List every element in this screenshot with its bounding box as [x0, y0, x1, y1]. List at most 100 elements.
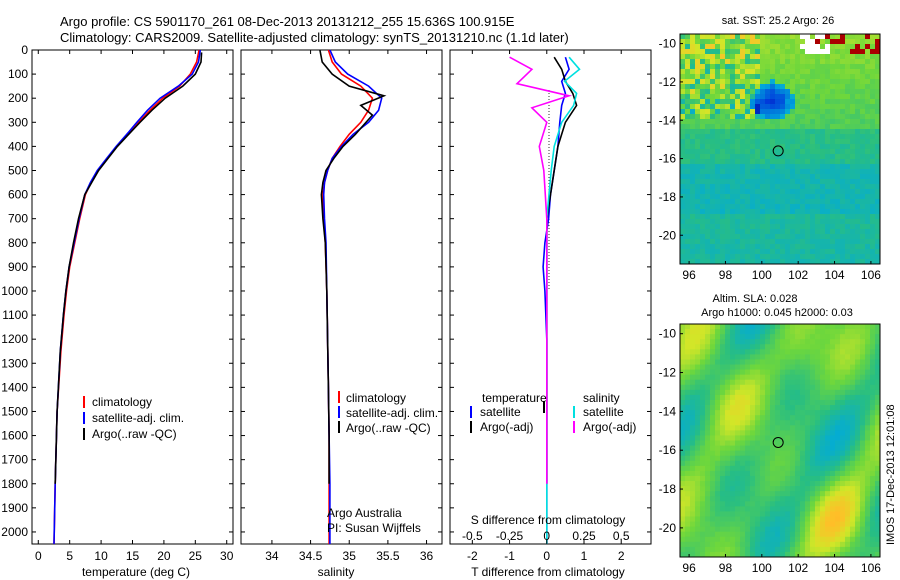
legend-temp-satellite: satellite: [480, 405, 521, 419]
temperature-legend: climatology satellite-adj. clim. Argo(..…: [83, 395, 184, 441]
legend-argo: Argo(..raw -QC): [346, 421, 431, 435]
map-y-tick-label: -18: [659, 190, 677, 204]
map-x-tick-label: 98: [719, 268, 733, 282]
legend-salinity-heading: salinity: [583, 391, 620, 405]
y-tick-label: 1100: [2, 308, 28, 322]
legend-sal-argo: Argo(-adj): [583, 420, 636, 434]
top-x-tick-label: -0.5: [462, 529, 483, 543]
x-tick-label: 35: [343, 549, 357, 563]
y-tick-label: 100: [8, 67, 28, 81]
header-line1: Argo profile: CS 5901170_261 08-Dec-2013…: [60, 14, 515, 29]
map-x-tick-label: 102: [788, 561, 808, 575]
y-tick-label: 1900: [1, 501, 28, 515]
legend-satellite-adj: satellite-adj. clim.: [92, 411, 184, 425]
difference-legend: temperature salinity satellite Argo(-adj…: [470, 391, 636, 434]
y-tick-label: 2000: [1, 525, 28, 539]
side-stamp: IMOS 17-Dec-2013 12:01:08: [885, 404, 897, 545]
sst-map-image: [680, 34, 880, 264]
x-tick-label: 36: [420, 549, 434, 563]
legend-temperature-heading: temperature: [482, 391, 547, 405]
y-tick-label: 1200: [1, 332, 28, 346]
y-tick-label: 1500: [1, 404, 28, 418]
series-line: [54, 52, 203, 484]
y-tick-label: 800: [8, 236, 28, 250]
legend-climatology: climatology: [346, 391, 406, 405]
y-tick-label: 1800: [1, 477, 28, 491]
y-tick-label: 700: [8, 212, 28, 226]
x-tick-label: 2: [618, 549, 625, 563]
x-tick-label: 30: [220, 549, 234, 563]
y-tick-label: 400: [8, 139, 28, 153]
credit-line2: PI: Susan Wijffels: [327, 521, 421, 535]
sst-map-title: sat. SST: 25.2 Argo: 26: [722, 15, 835, 27]
series-line: [319, 49, 387, 484]
map-y-tick-label: -20: [659, 228, 677, 242]
y-tick-label: 0: [21, 43, 28, 57]
x-tick-label: 34.5: [299, 549, 323, 563]
map-y-tick-label: -10: [659, 37, 677, 51]
credit-line1: Argo Australia: [327, 506, 402, 520]
argo-location-marker: [772, 145, 784, 157]
x-tick-label: 15: [126, 549, 140, 563]
y-tick-label: 1700: [1, 453, 28, 467]
y-tick-label: 1000: [1, 284, 28, 298]
sla-map-title-line2: Argo h1000: 0.045 h2000: 0.03: [701, 307, 853, 319]
y-tick-label: 600: [8, 188, 28, 202]
top-x-tick-label: 0: [543, 529, 550, 543]
top-x-tick-label: 0.5: [613, 529, 630, 543]
map-y-tick-label: -16: [659, 443, 677, 457]
sst-map: sat. SST: 25.2 Argo: 26 96 98 100 102 104 106…: [659, 15, 882, 282]
map-x-tick-label: 96: [682, 561, 696, 575]
legend-argo: Argo(..raw -QC): [92, 427, 177, 441]
map-x-tick-label: 98: [719, 561, 733, 575]
difference-panel: -2 -1 0 1 2 -0.5 -0.25 0 0.25 0.5 S difference f…: [449, 49, 652, 579]
argo-location-marker: [772, 436, 784, 448]
diff-xlabel: T difference from climatology: [471, 565, 625, 579]
x-tick-label: -2: [467, 549, 478, 563]
salinity-xlabel: salinity: [318, 565, 355, 579]
map-y-tick-label: -14: [659, 404, 677, 418]
legend-climatology: climatology: [92, 395, 152, 409]
map-y-tick-label: -20: [659, 521, 677, 535]
x-tick-label: 1: [581, 549, 588, 563]
sla-map-image: [680, 324, 880, 557]
map-x-tick-label: 100: [752, 268, 772, 282]
salinity-panel: 34 34.5 35 35.5 36 salinity climatology sate…: [240, 49, 443, 579]
salinity-legend: climatology satellite-adj. clim. Argo(..…: [338, 391, 438, 435]
x-tick-label: 5: [66, 549, 73, 563]
x-tick-label: 35.5: [376, 549, 400, 563]
legend-sal-satellite: satellite: [583, 405, 624, 419]
series-line: [509, 56, 573, 484]
diff-top-xlabel: S difference from climatology: [471, 513, 626, 527]
x-tick-label: 10: [94, 549, 108, 563]
map-x-tick-label: 102: [788, 268, 808, 282]
temperature-xlabel: temperature (deg C): [82, 565, 190, 579]
top-x-tick-label: -0.25: [496, 529, 524, 543]
map-y-tick-label: -16: [659, 152, 677, 166]
header-line2: Climatology: CARS2009. Satellite-adjuste…: [60, 30, 569, 45]
sla-map-title-line1: Altim. SLA: 0.028: [713, 293, 798, 305]
x-tick-label: 20: [157, 549, 171, 563]
top-x-tick-label: 0.25: [572, 529, 596, 543]
map-y-tick-label: -18: [659, 482, 677, 496]
y-tick-label: 300: [8, 115, 28, 129]
x-tick-label: -1: [504, 549, 515, 563]
y-tick-label: 1300: [1, 356, 28, 370]
legend-temp-argo: Argo(-adj): [480, 420, 533, 434]
map-x-tick-label: 104: [825, 268, 845, 282]
y-tick-label: 200: [8, 91, 28, 105]
map-x-tick-label: 104: [825, 561, 845, 575]
map-y-tick-label: -12: [659, 75, 677, 89]
y-tick-label: 1400: [1, 380, 28, 394]
y-tick-label: 900: [8, 260, 28, 274]
map-x-tick-label: 96: [682, 268, 696, 282]
temperature-panel: 0 5 10 15 20 25 30 0 100 200 300 400 500 600 700 800 90…: [1, 43, 233, 579]
sla-map: Altim. SLA: 0.028 Argo h1000: 0.045 h200…: [659, 293, 882, 575]
legend-satellite-adj: satellite-adj. clim.: [346, 406, 438, 420]
map-x-tick-label: 100: [752, 561, 772, 575]
x-tick-label: 0: [543, 549, 550, 563]
x-tick-label: 25: [189, 549, 203, 563]
x-tick-label: 0: [35, 549, 42, 563]
map-y-tick-label: -10: [659, 327, 677, 341]
y-tick-label: 500: [8, 163, 28, 177]
